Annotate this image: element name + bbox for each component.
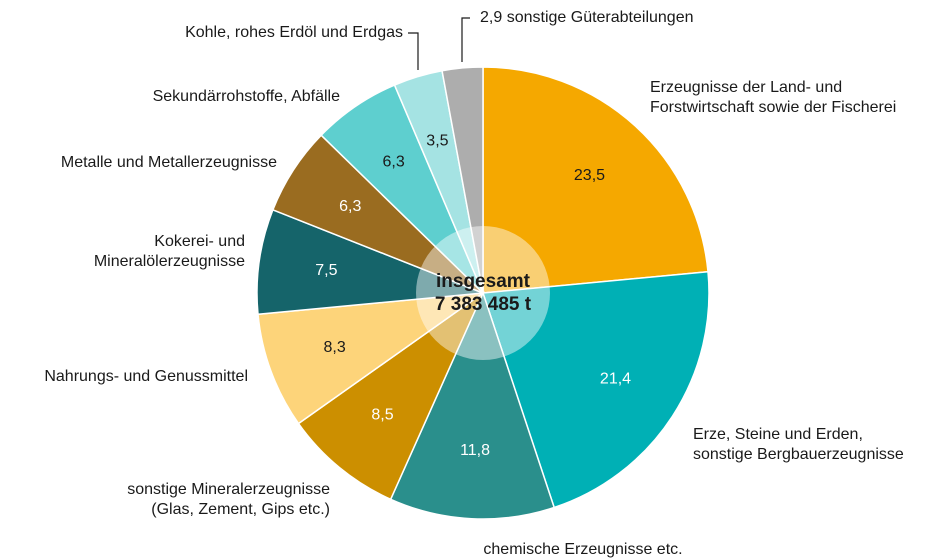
center-label: insgesamt xyxy=(436,271,531,292)
category-label: Erze, Steine und Erden, xyxy=(693,426,863,443)
value-label: 6,3 xyxy=(339,198,361,215)
category-label: Metalle und Metallerzeugnisse xyxy=(61,154,277,171)
value-label: 23,5 xyxy=(574,167,605,184)
category-label: 2,9 sonstige Güterabteilungen xyxy=(480,9,694,26)
slice xyxy=(297,290,485,501)
value-label: 11,8 xyxy=(460,442,490,459)
category-name: sonstige Güterabteilungen xyxy=(507,9,694,26)
category-label: Erzeugnisse der Land- und xyxy=(650,79,842,96)
value-label: 6,3 xyxy=(383,154,405,171)
category-label: sonstige Bergbauerzeugnisse xyxy=(693,446,904,463)
category-label: Kokerei- und xyxy=(154,233,245,250)
center-disc xyxy=(416,226,550,360)
value-label: 8,3 xyxy=(324,339,346,356)
slice xyxy=(257,291,486,425)
value-label: 8,5 xyxy=(371,406,393,423)
category-label: Mineralölerzeugnisse xyxy=(94,253,245,270)
category-label: Sekundärrohstoffe, Abfälle xyxy=(153,88,340,105)
category-label: sonstige Mineralerzeugnisse xyxy=(127,481,330,498)
center-label: 7 383 485 t xyxy=(435,294,532,315)
slice xyxy=(482,66,709,294)
category-label: Kohle, rohes Erdöl und Erdgas xyxy=(185,24,403,41)
category-label: chemische Erzeugnisse etc. xyxy=(483,541,682,558)
slice xyxy=(389,290,556,520)
leader-line xyxy=(461,17,470,62)
category-label: Nahrungs- und Genussmittel xyxy=(44,368,248,385)
value-label: 3,5 xyxy=(426,133,448,150)
value-label: 2,9 xyxy=(480,9,502,26)
leader-line xyxy=(408,32,419,70)
slice xyxy=(441,66,484,294)
slice xyxy=(256,208,484,316)
value-label: 21,4 xyxy=(600,371,631,388)
category-label: (Glas, Zement, Gips etc.) xyxy=(151,501,330,518)
slice xyxy=(481,270,710,509)
value-label: 7,5 xyxy=(315,262,337,279)
category-label: Forstwirtschaft sowie der Fischerei xyxy=(650,99,896,116)
